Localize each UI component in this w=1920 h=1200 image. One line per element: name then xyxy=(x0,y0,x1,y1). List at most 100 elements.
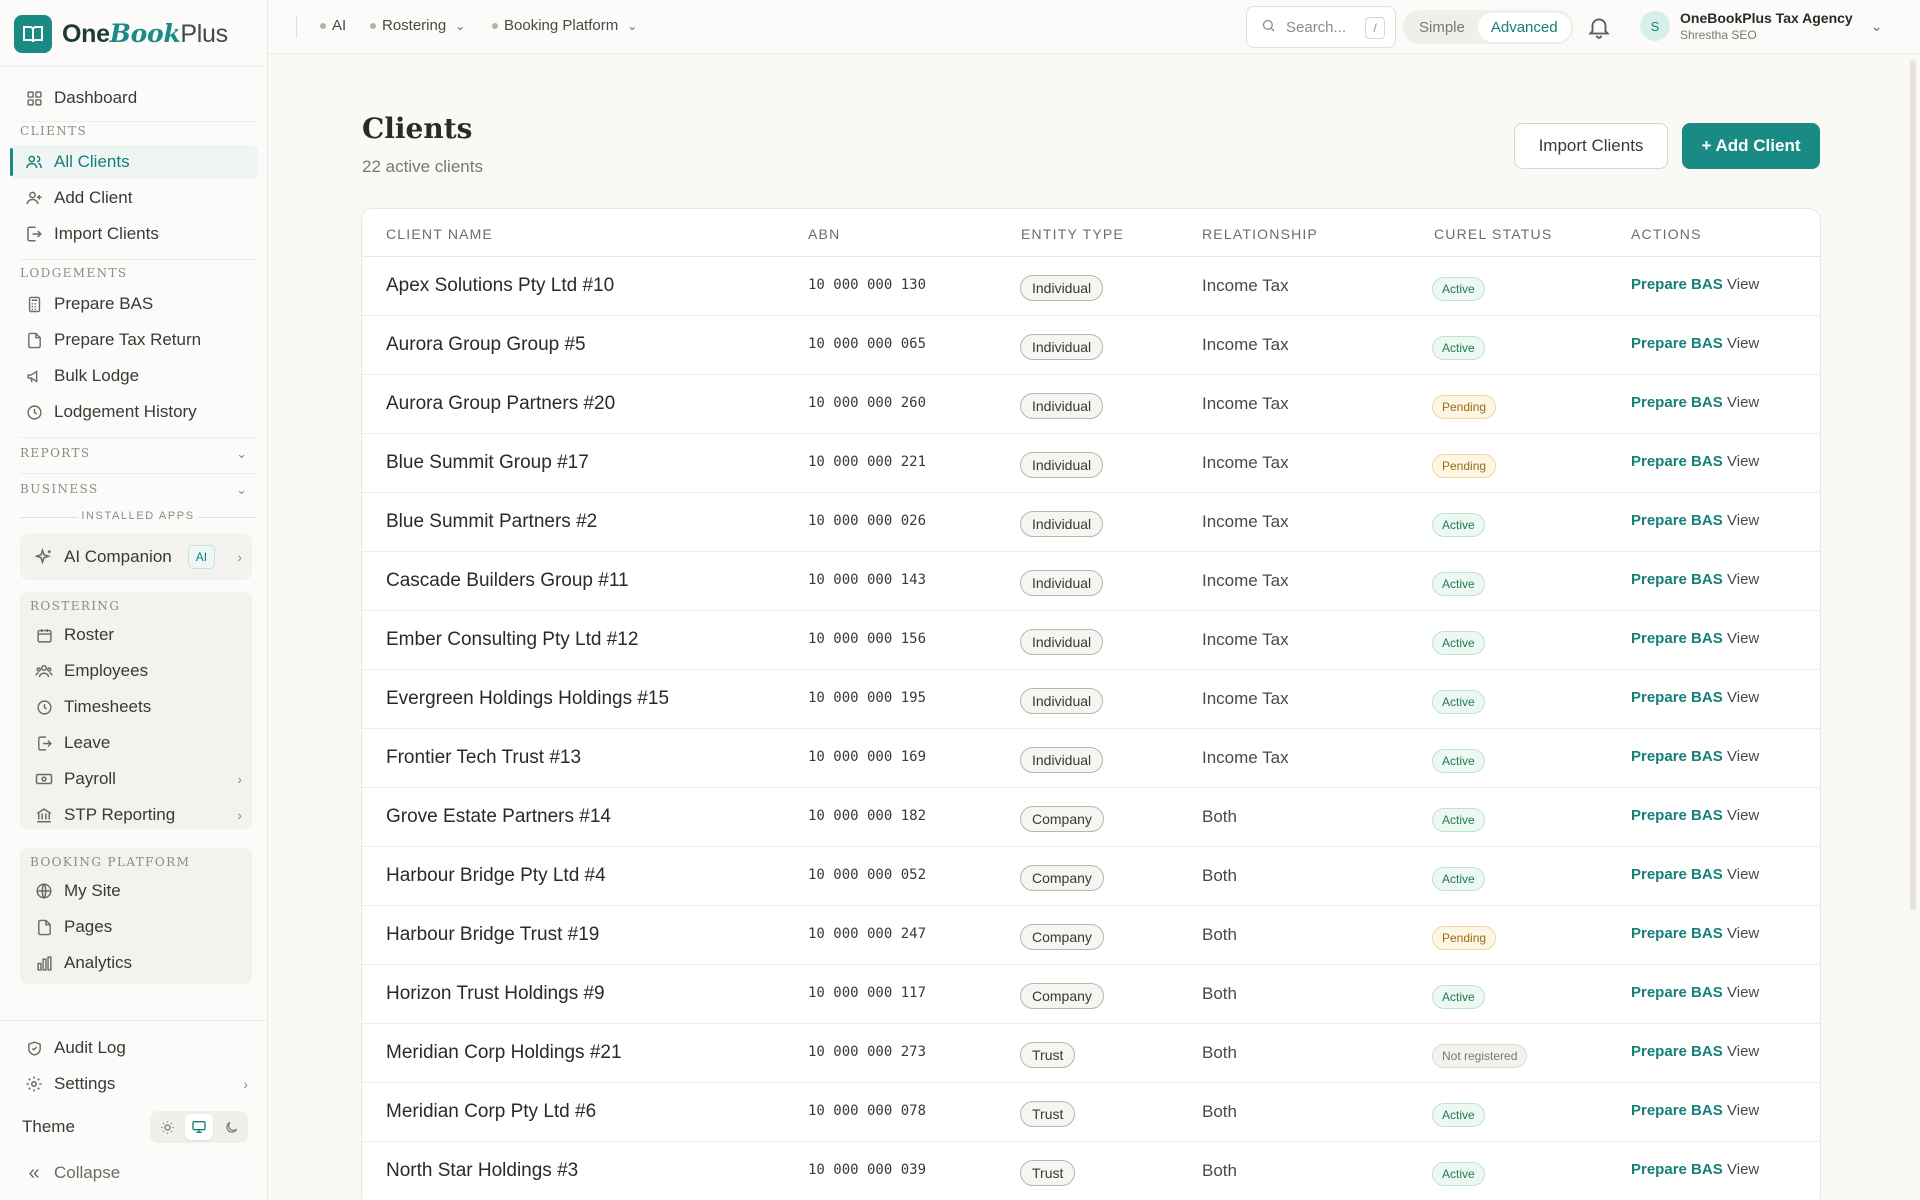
chevron-down-icon[interactable]: ⌄ xyxy=(236,446,247,461)
section-label-reports[interactable]: Reports xyxy=(20,446,91,460)
sidebar-item-all-clients[interactable]: All Clients xyxy=(10,145,258,179)
table-row[interactable]: Aurora Group Partners #20 10 000 000 260 I… xyxy=(362,375,1820,434)
table-row[interactable]: Grove Estate Partners #14 10 000 000 182 C… xyxy=(362,788,1820,847)
sidebar-item-analytics[interactable]: Analytics xyxy=(20,946,252,980)
search-input[interactable]: Search... / xyxy=(1246,6,1396,48)
client-name[interactable]: Blue Summit Partners #2 xyxy=(386,511,598,532)
table-row[interactable]: North Star Holdings #3 10 000 000 039 Trus… xyxy=(362,1142,1820,1200)
column-header-relationship[interactable]: Relationship xyxy=(1202,226,1319,242)
view-link[interactable]: View xyxy=(1727,276,1760,293)
sidebar-item-ai-companion[interactable]: AI Companion AI › xyxy=(20,540,252,574)
chevron-down-icon[interactable]: ⌄ xyxy=(236,482,247,497)
client-name[interactable]: Cascade Builders Group #11 xyxy=(386,570,629,591)
sidebar-item-lodgement-history[interactable]: Lodgement History xyxy=(10,395,258,429)
sidebar-item-my-site[interactable]: My Site xyxy=(20,874,252,908)
mode-advanced[interactable]: Advanced xyxy=(1477,12,1571,42)
prepare-bas-link[interactable]: Prepare BAS xyxy=(1631,1043,1723,1060)
view-link[interactable]: View xyxy=(1727,630,1760,647)
sidebar-item-roster[interactable]: Roster xyxy=(20,618,252,652)
table-row[interactable]: Blue Summit Partners #2 10 000 000 026 Ind… xyxy=(362,493,1820,552)
table-row[interactable]: Cascade Builders Group #11 10 000 000 143… xyxy=(362,552,1820,611)
client-name[interactable]: Harbour Bridge Trust #19 xyxy=(386,924,600,945)
table-row[interactable]: Meridian Corp Pty Ltd #6 10 000 000 078 Tr… xyxy=(362,1083,1820,1142)
sidebar-item-payroll[interactable]: Payroll › xyxy=(20,762,252,796)
profile-menu[interactable]: S OneBookPlus Tax Agency Shrestha SEO ⌄ xyxy=(1640,10,1882,42)
prepare-bas-link[interactable]: Prepare BAS xyxy=(1631,571,1723,588)
client-name[interactable]: Frontier Tech Trust #13 xyxy=(386,747,582,768)
sidebar-item-employees[interactable]: Employees xyxy=(20,654,252,688)
column-header-entity-type[interactable]: Entity Type xyxy=(1021,226,1124,242)
view-link[interactable]: View xyxy=(1727,984,1760,1001)
client-name[interactable]: Evergreen Holdings Holdings #15 xyxy=(386,688,670,709)
topbar-link-booking[interactable]: Booking Platform ⌄ xyxy=(492,17,637,34)
view-link[interactable]: View xyxy=(1727,1161,1760,1178)
sidebar-item-import-clients[interactable]: Import Clients xyxy=(10,217,258,251)
prepare-bas-link[interactable]: Prepare BAS xyxy=(1631,276,1723,293)
client-name[interactable]: Meridian Corp Holdings #21 xyxy=(386,1042,622,1063)
prepare-bas-link[interactable]: Prepare BAS xyxy=(1631,925,1723,942)
table-row[interactable]: Meridian Corp Holdings #21 10 000 000 273… xyxy=(362,1024,1820,1083)
prepare-bas-link[interactable]: Prepare BAS xyxy=(1631,748,1723,765)
client-name[interactable]: Aurora Group Group #5 xyxy=(386,334,586,355)
client-name[interactable]: North Star Holdings #3 xyxy=(386,1160,579,1181)
table-row[interactable]: Aurora Group Group #5 10 000 000 065 Indiv… xyxy=(362,316,1820,375)
sidebar-item-add-client[interactable]: Add Client xyxy=(10,181,258,215)
client-name[interactable]: Harbour Bridge Pty Ltd #4 xyxy=(386,865,606,886)
import-clients-button[interactable]: Import Clients xyxy=(1514,123,1668,169)
view-link[interactable]: View xyxy=(1727,1102,1760,1119)
view-link[interactable]: View xyxy=(1727,866,1760,883)
client-name[interactable]: Meridian Corp Pty Ltd #6 xyxy=(386,1101,597,1122)
prepare-bas-link[interactable]: Prepare BAS xyxy=(1631,984,1723,1001)
monitor-icon[interactable] xyxy=(185,1114,213,1140)
sidebar-item-prepare-tax-return[interactable]: Prepare Tax Return xyxy=(10,323,258,357)
client-name[interactable]: Grove Estate Partners #14 xyxy=(386,806,611,827)
view-link[interactable]: View xyxy=(1727,571,1760,588)
sidebar-item-collapse[interactable]: « Collapse xyxy=(10,1156,258,1190)
prepare-bas-link[interactable]: Prepare BAS xyxy=(1631,630,1723,647)
sidebar-item-bulk-lodge[interactable]: Bulk Lodge xyxy=(10,359,258,393)
prepare-bas-link[interactable]: Prepare BAS xyxy=(1631,512,1723,529)
client-name[interactable]: Aurora Group Partners #20 xyxy=(386,393,616,414)
sun-icon[interactable] xyxy=(153,1114,181,1140)
mode-simple[interactable]: Simple xyxy=(1419,18,1465,36)
prepare-bas-link[interactable]: Prepare BAS xyxy=(1631,1102,1723,1119)
column-header-client-name[interactable]: Client Name xyxy=(386,226,494,242)
column-header-abn[interactable]: ABN xyxy=(808,226,841,242)
topbar-link-ai[interactable]: AI xyxy=(320,17,346,34)
scrollbar[interactable] xyxy=(1910,60,1916,910)
sidebar-item-leave[interactable]: Leave xyxy=(20,726,252,760)
prepare-bas-link[interactable]: Prepare BAS xyxy=(1631,1161,1723,1178)
topbar-link-rostering[interactable]: Rostering ⌄ xyxy=(370,17,465,34)
view-link[interactable]: View xyxy=(1727,689,1760,706)
section-label-business[interactable]: Business xyxy=(20,482,99,496)
view-link[interactable]: View xyxy=(1727,1043,1760,1060)
table-row[interactable]: Harbour Bridge Pty Ltd #4 10 000 000 052 C… xyxy=(362,847,1820,906)
client-name[interactable]: Ember Consulting Pty Ltd #12 xyxy=(386,629,639,650)
bell-icon[interactable] xyxy=(1582,10,1616,44)
table-row[interactable]: Ember Consulting Pty Ltd #12 10 000 000 1… xyxy=(362,611,1820,670)
logo[interactable]: OneBookPlus xyxy=(14,14,228,54)
prepare-bas-link[interactable]: Prepare BAS xyxy=(1631,807,1723,824)
sidebar-item-dashboard[interactable]: Dashboard xyxy=(10,81,258,115)
view-link[interactable]: View xyxy=(1727,807,1760,824)
table-row[interactable]: Evergreen Holdings Holdings #15 10 000 00… xyxy=(362,670,1820,729)
add-client-button[interactable]: + Add Client xyxy=(1682,123,1820,169)
client-name[interactable]: Apex Solutions Pty Ltd #10 xyxy=(386,275,615,296)
view-link[interactable]: View xyxy=(1727,925,1760,942)
column-header-status[interactable]: Curel Status xyxy=(1434,226,1553,242)
table-row[interactable]: Apex Solutions Pty Ltd #10 10 000 000 130… xyxy=(362,257,1820,316)
table-row[interactable]: Harbour Bridge Trust #19 10 000 000 247 Co… xyxy=(362,906,1820,965)
prepare-bas-link[interactable]: Prepare BAS xyxy=(1631,453,1723,470)
prepare-bas-link[interactable]: Prepare BAS xyxy=(1631,689,1723,706)
sidebar-item-audit-log[interactable]: Audit Log xyxy=(10,1031,258,1065)
table-row[interactable]: Horizon Trust Holdings #9 10 000 000 117 C… xyxy=(362,965,1820,1024)
view-link[interactable]: View xyxy=(1727,394,1760,411)
sidebar-item-prepare-bas[interactable]: Prepare BAS xyxy=(10,287,258,321)
sidebar-item-settings[interactable]: Settings › xyxy=(10,1067,258,1101)
sidebar-item-stp-reporting[interactable]: STP Reporting › xyxy=(20,798,252,832)
sidebar-item-timesheets[interactable]: Timesheets xyxy=(20,690,252,724)
prepare-bas-link[interactable]: Prepare BAS xyxy=(1631,394,1723,411)
view-link[interactable]: View xyxy=(1727,453,1760,470)
moon-icon[interactable] xyxy=(217,1114,245,1140)
prepare-bas-link[interactable]: Prepare BAS xyxy=(1631,335,1723,352)
